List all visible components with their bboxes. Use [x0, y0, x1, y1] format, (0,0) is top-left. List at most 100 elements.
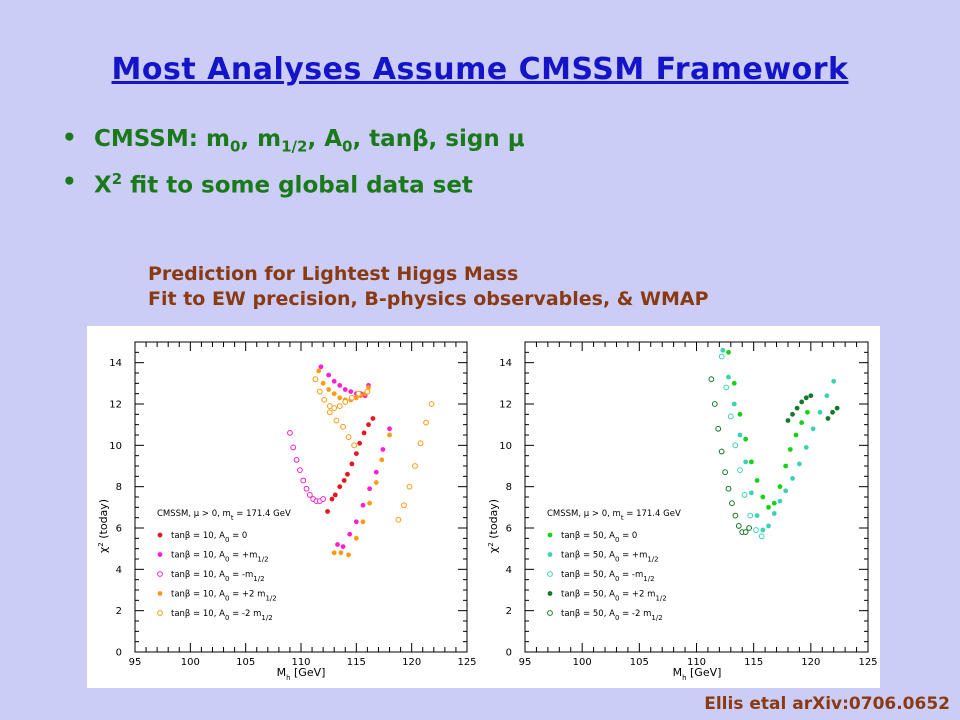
y-tick-label: 0	[506, 648, 512, 659]
chart-1: 95 100 105 110 115 120 125 0 2 4 6 8 10 12 14 Mh [GeV] χ…	[97, 341, 477, 682]
bullet-icon: •	[62, 125, 77, 151]
data-point	[793, 432, 799, 438]
legend-label: tanβ = 50, A0 = -m1/2	[561, 570, 655, 583]
bullet-text: fit to some global data set	[122, 172, 473, 199]
legend-marker	[157, 571, 163, 577]
legend-label: tanβ = 50, A0 = +2 m1/2	[561, 590, 667, 603]
data-point	[718, 353, 725, 360]
data-point	[380, 447, 386, 452]
data-point	[353, 395, 359, 401]
series-1	[325, 416, 376, 514]
data-point	[799, 399, 805, 405]
data-point	[340, 544, 346, 549]
subscript: 0	[342, 137, 353, 156]
data-point	[787, 447, 793, 452]
data-point	[729, 500, 735, 507]
series-5	[708, 376, 752, 536]
legend-label: tanβ = 10, A0 = -m1/2	[171, 570, 265, 583]
series-3	[287, 430, 327, 505]
data-point	[753, 527, 759, 533]
data-point	[326, 387, 332, 392]
data-point	[777, 498, 783, 504]
series-2	[318, 364, 392, 549]
legend-marker	[157, 532, 163, 538]
data-point	[720, 347, 726, 353]
y-tick-label: 6	[506, 524, 512, 535]
data-point	[361, 430, 367, 436]
data-point	[331, 550, 337, 556]
data-point	[367, 500, 373, 506]
data-point	[777, 484, 783, 490]
data-point	[366, 422, 371, 428]
data-point	[348, 389, 354, 394]
data-point	[783, 463, 789, 469]
legend-marker	[547, 571, 553, 577]
data-point	[287, 430, 293, 436]
data-point	[754, 478, 760, 483]
data-point	[748, 459, 754, 465]
legend-marker	[157, 552, 163, 557]
x-tick-label: 120	[402, 657, 421, 668]
legend-marker	[547, 610, 553, 616]
series-4	[785, 393, 840, 423]
data-point	[342, 399, 349, 405]
data-point	[320, 496, 327, 502]
y-tick-label: 4	[506, 565, 512, 576]
data-point	[341, 478, 347, 483]
y-tick-label: 10	[109, 441, 122, 452]
citation: Ellis etal arXiv:0706.0652	[704, 694, 950, 714]
data-point	[373, 469, 379, 475]
data-point	[743, 459, 749, 465]
data-point	[428, 401, 435, 407]
data-point	[771, 511, 777, 516]
y-tick-label: 8	[116, 482, 122, 493]
data-point	[329, 496, 335, 502]
data-point	[387, 426, 392, 432]
data-point	[715, 425, 722, 432]
data-point	[805, 409, 810, 415]
subscript: 0	[229, 137, 241, 156]
bullet-text: CMSSM: m	[94, 126, 230, 152]
data-point	[790, 476, 795, 481]
data-point	[331, 378, 337, 384]
data-point	[320, 380, 326, 386]
data-point	[748, 490, 754, 496]
data-point	[346, 552, 351, 558]
data-point	[746, 525, 752, 531]
data-point	[754, 513, 760, 518]
data-point	[794, 405, 800, 411]
data-point	[722, 469, 728, 476]
data-point	[337, 484, 343, 490]
series-1	[726, 349, 810, 510]
data-point	[747, 512, 754, 519]
superscript: 2	[111, 169, 123, 188]
data-point	[711, 401, 718, 407]
data-point	[726, 349, 731, 355]
data-point	[303, 485, 310, 492]
bullet-item-chi2: • Χ2 fit to some global data set	[62, 169, 525, 199]
data-point	[318, 364, 324, 370]
data-point	[395, 516, 402, 523]
y-tick-label: 10	[499, 441, 512, 452]
series-2	[720, 347, 837, 533]
data-point	[803, 395, 809, 401]
data-point	[349, 394, 355, 401]
legend-label: tanβ = 10, A0 = +m1/2	[171, 551, 269, 564]
data-point	[783, 488, 789, 494]
x-tick-label: 110	[291, 657, 310, 668]
data-point	[731, 401, 737, 407]
data-point	[357, 440, 363, 446]
y-tick-label: 0	[116, 648, 122, 659]
data-point	[367, 486, 373, 492]
data-point	[316, 368, 322, 374]
legend-label: tanβ = 10, A0 = 0	[171, 531, 247, 544]
caption-line-1: Prediction for Lightest Higgs Mass	[148, 263, 519, 285]
data-point	[355, 390, 362, 397]
series-3	[718, 353, 765, 540]
data-point	[810, 426, 816, 432]
series-4	[316, 368, 392, 558]
bullet-text: , m	[240, 126, 282, 152]
legend-marker	[547, 591, 553, 596]
data-point	[347, 531, 353, 537]
x-tick-label: 120	[801, 657, 820, 668]
